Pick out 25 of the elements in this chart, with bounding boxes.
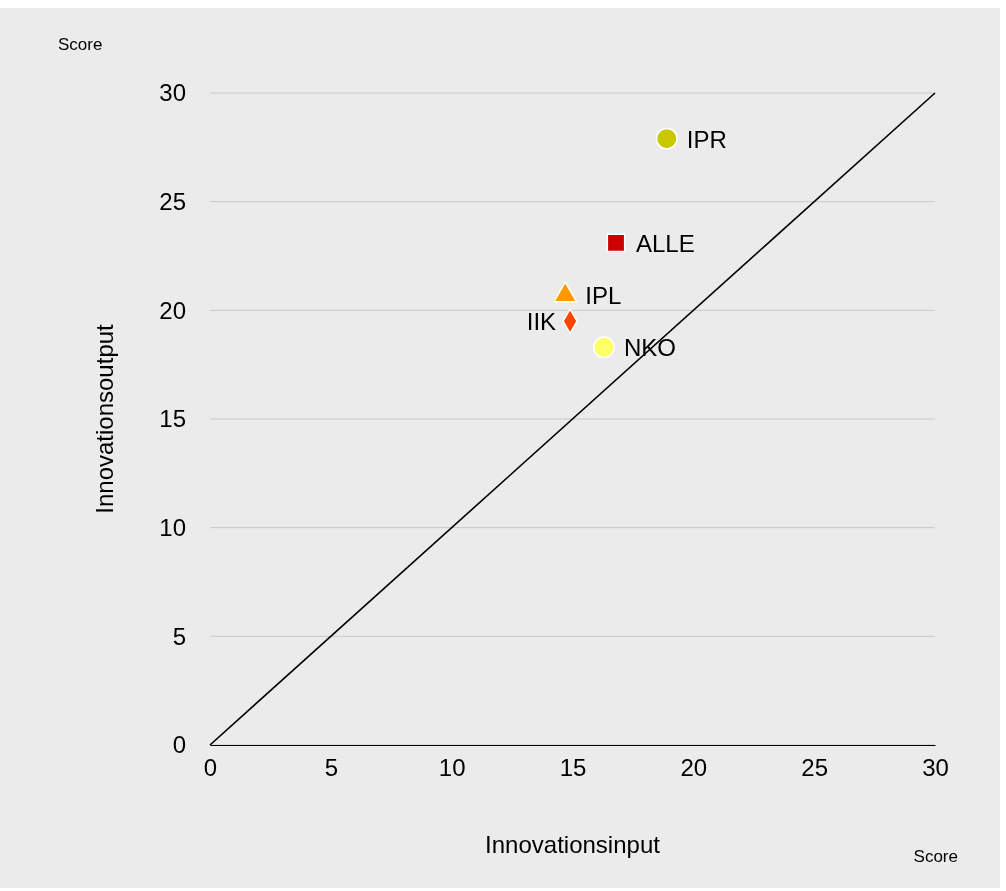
x-tick-label: 30: [922, 754, 949, 782]
x-tick-label: 10: [438, 754, 466, 782]
text: Score: [58, 35, 103, 54]
x-tick-label: 0: [203, 754, 218, 782]
y-tick-label: 20: [159, 296, 186, 324]
y-tick-label: 30: [159, 79, 186, 107]
point: [655, 127, 678, 150]
y-axis-title: Innovationsoutput: [91, 323, 118, 514]
series-label: IIK: [526, 308, 557, 336]
x-tick-label: 25: [801, 754, 829, 782]
text: Score: [913, 847, 958, 866]
y-tick-label: 25: [159, 187, 186, 215]
x-axis-title: Innovationsinput: [485, 831, 661, 858]
x-tick-label: 5: [324, 754, 339, 782]
x-tick-label: 20: [680, 754, 708, 782]
y-tick-label: 15: [159, 405, 186, 433]
y-tick-label: 5: [172, 622, 186, 650]
series-label: ALLE: [636, 229, 695, 257]
x-tick-label: 15: [559, 754, 587, 782]
series-label: IPR: [686, 125, 727, 153]
point: [592, 336, 615, 359]
series-label: IPL: [585, 282, 622, 310]
point: [606, 233, 626, 253]
y-tick-label: 10: [159, 513, 186, 541]
y-tick-label: 0: [172, 731, 186, 759]
